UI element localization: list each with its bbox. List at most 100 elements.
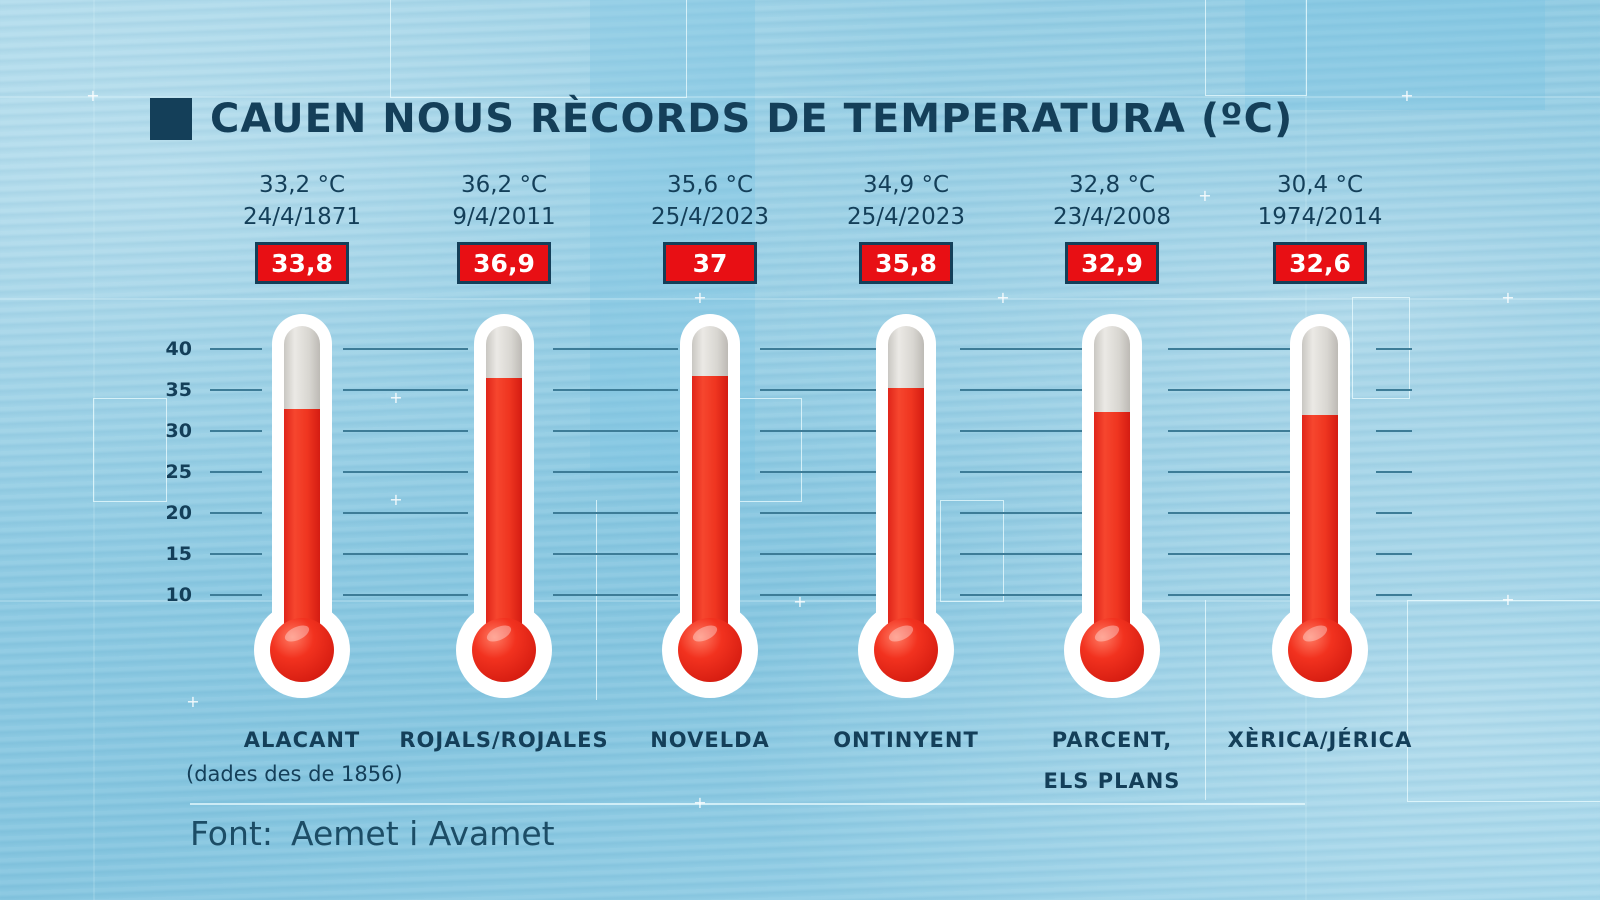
mercury-bar: [1094, 412, 1130, 646]
new-record-badge: 32,6: [1273, 242, 1367, 284]
previous-record-date: 25/4/2023: [847, 204, 965, 230]
gridline: [553, 594, 678, 596]
thermometer: [650, 314, 770, 714]
gridline: [210, 430, 262, 432]
gridline: [1168, 594, 1292, 596]
thermometer-bulb: [1080, 618, 1144, 682]
source-credit: Font: Aemet i Avamet: [190, 814, 555, 853]
previous-record-date: 24/4/1871: [243, 204, 361, 230]
previous-record-value: 33,2 °C: [258, 172, 346, 198]
gridline: [210, 594, 262, 596]
gridline: [343, 553, 468, 555]
gridline: [1376, 471, 1412, 473]
gridline: [210, 348, 262, 350]
title-text: CAUEN NOUS RÈCORDS DE TEMPERATURA (ºC): [210, 96, 1294, 142]
thermometer-bulb: [270, 618, 334, 682]
previous-record-value: 32,8 °C: [1068, 172, 1156, 198]
new-record-badge: 37: [663, 242, 757, 284]
y-tick-label: 15: [165, 543, 192, 565]
previous-record-value: 35,6 °C: [666, 172, 754, 198]
gridline: [210, 553, 262, 555]
thermometer: [242, 314, 362, 714]
new-record-badge: 33,8: [255, 242, 349, 284]
city-label: XÈRICA/JÉRICA: [1227, 728, 1413, 752]
city-label: NOVELDA: [650, 728, 770, 752]
gridline: [760, 348, 878, 350]
city-label: ROJALS/ROJALES: [399, 728, 609, 752]
plus-mark: +: [1501, 590, 1515, 609]
gridline: [1376, 512, 1412, 514]
gridline: [1168, 389, 1292, 391]
previous-record-date: 25/4/2023: [651, 204, 769, 230]
gridline: [210, 512, 262, 514]
gridline: [960, 348, 1083, 350]
mercury-bar: [692, 376, 728, 646]
plus-mark: +: [1501, 288, 1515, 307]
bg-frame: [1407, 600, 1600, 802]
plus-mark: +: [86, 86, 100, 105]
city-label: ALACANT: [243, 728, 361, 752]
source-label: Font:: [190, 814, 273, 853]
y-tick-label: 10: [165, 584, 192, 606]
previous-record-date: 23/4/2008: [1053, 204, 1171, 230]
gridline: [343, 389, 468, 391]
gridline: [760, 553, 878, 555]
title-square-icon: [150, 98, 192, 140]
alacant-data-note: (dades des de 1856): [186, 762, 403, 786]
previous-record-value: 34,9 °C: [862, 172, 950, 198]
station-parcent: 32,8 °C 23/4/2008 32,9 PARCENT, ELS PLAN…: [1002, 0, 1222, 900]
city-label-line1: PARCENT,: [1051, 728, 1173, 752]
station-ontinyent: 34,9 °C 25/4/2023 35,8 ONTINYENT: [796, 0, 1016, 900]
station-xerica: 30,4 °C 1974/2014 32,6 XÈRICA/JÉRICA: [1210, 0, 1430, 900]
gridline: [553, 512, 678, 514]
gridline: [210, 471, 262, 473]
city-label-line2: ELS PLANS: [1043, 769, 1181, 793]
gridline: [960, 430, 1083, 432]
station-alacant: 33,2 °C 24/4/1871 33,8 ALACANT: [192, 0, 412, 900]
gridline: [960, 594, 1083, 596]
gridline: [1376, 553, 1412, 555]
gridline: [1168, 553, 1292, 555]
gridline: [960, 389, 1083, 391]
gridline: [553, 389, 678, 391]
thermometer: [1052, 314, 1172, 714]
gridline: [1168, 471, 1292, 473]
gridline: [343, 594, 468, 596]
previous-record-date: 1974/2014: [1257, 204, 1383, 230]
previous-record-value: 30,4 °C: [1276, 172, 1364, 198]
thermometer: [846, 314, 966, 714]
gridline: [1168, 512, 1292, 514]
gridline: [960, 512, 1083, 514]
thermometer-glass: [1094, 326, 1130, 646]
gridline: [960, 553, 1083, 555]
thermometer: [1260, 314, 1380, 714]
previous-record-value: 36,2 °C: [460, 172, 548, 198]
thermometer-glass: [692, 326, 728, 646]
gridline: [343, 471, 468, 473]
gridline: [553, 553, 678, 555]
y-tick-label: 40: [165, 338, 192, 360]
city-label: PARCENT, ELS PLANS: [982, 720, 1242, 802]
thermometer-glass: [1302, 326, 1338, 646]
mercury-bar: [284, 409, 320, 646]
gridline: [760, 471, 878, 473]
thermometer: [444, 314, 564, 714]
gridline: [1376, 389, 1412, 391]
station-rojals: 36,2 °C 9/4/2011 36,9 ROJALS/ROJALES: [394, 0, 614, 900]
gridline: [1376, 430, 1412, 432]
mercury-bar: [486, 378, 522, 646]
new-record-badge: 35,8: [859, 242, 953, 284]
mercury-bar: [1302, 415, 1338, 646]
gridline: [760, 512, 878, 514]
gridline: [210, 389, 262, 391]
gridline: [760, 389, 878, 391]
thermometer-glass: [888, 326, 924, 646]
thermometer-bulb: [1288, 618, 1352, 682]
gridline: [553, 430, 678, 432]
thermometer-bulb: [874, 618, 938, 682]
bg-frame: [93, 398, 167, 502]
y-tick-label: 35: [165, 379, 192, 401]
source-text: Aemet i Avamet: [290, 814, 555, 853]
gridline: [760, 430, 878, 432]
y-tick-label: 25: [165, 461, 192, 483]
